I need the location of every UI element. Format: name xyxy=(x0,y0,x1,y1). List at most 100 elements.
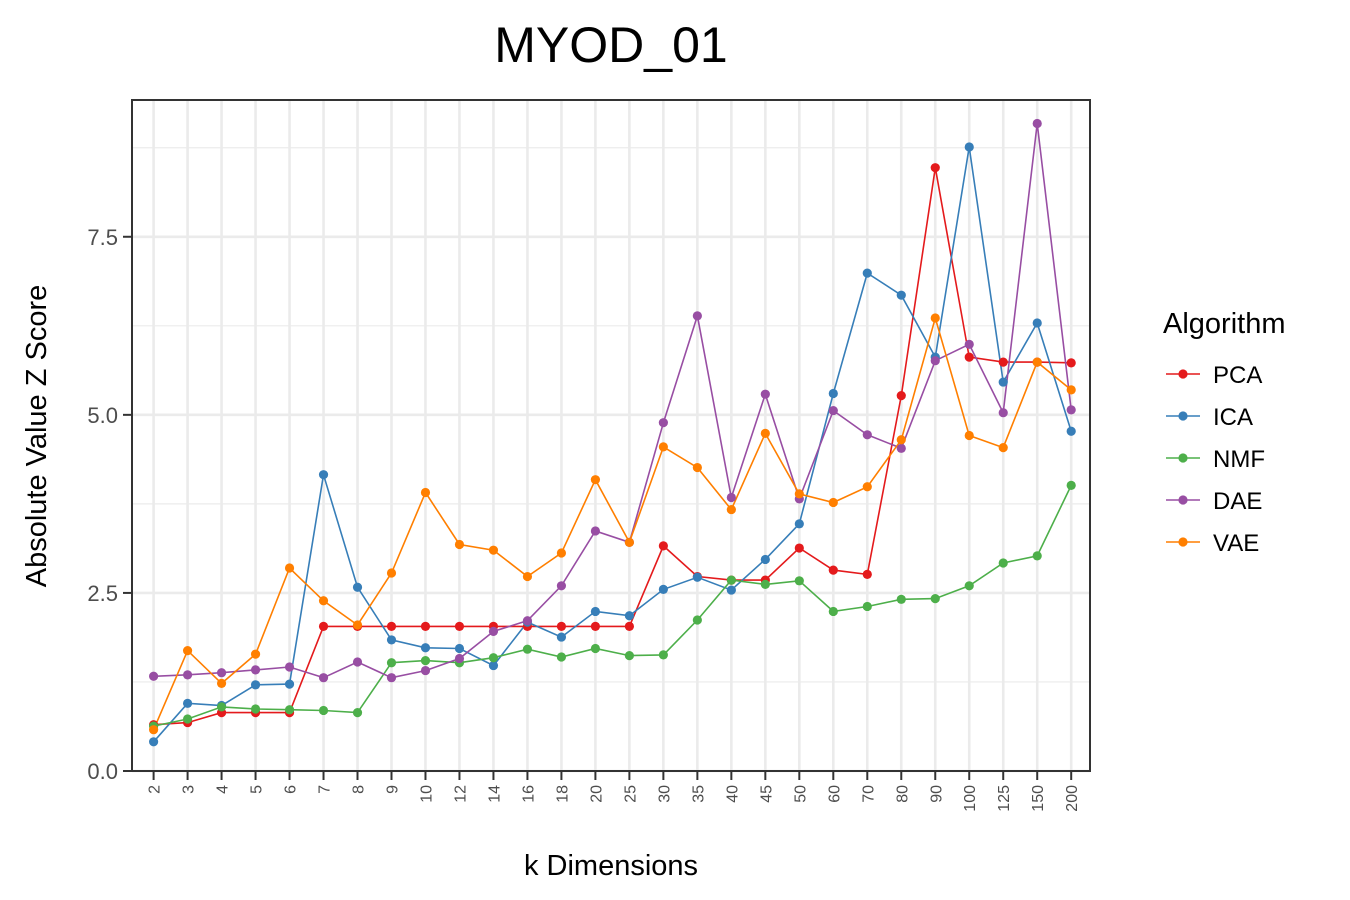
data-point-ica xyxy=(828,388,838,399)
data-point-vae xyxy=(352,620,363,630)
data-point-nmf xyxy=(760,579,770,589)
data-point-vae xyxy=(862,482,872,492)
legend-key-point xyxy=(1178,369,1188,379)
data-point-dae xyxy=(726,492,736,503)
legend-key-point xyxy=(1178,537,1188,547)
x-tick-label: 20 xyxy=(588,785,605,803)
data-point-nmf xyxy=(556,652,567,662)
x-tick-label: 50 xyxy=(792,785,809,803)
data-point-vae xyxy=(454,539,465,550)
data-point-ica xyxy=(284,679,295,689)
x-tick-label: 100 xyxy=(962,785,979,812)
data-point-ica xyxy=(488,660,499,671)
x-tick-label: 60 xyxy=(826,785,843,803)
data-point-ica xyxy=(794,519,804,529)
data-point-ica xyxy=(352,582,363,592)
data-point-ica xyxy=(454,643,465,654)
data-point-vae xyxy=(250,649,261,659)
data-point-dae xyxy=(896,443,906,453)
data-point-vae xyxy=(828,497,838,508)
data-point-vae xyxy=(726,504,736,515)
data-point-nmf xyxy=(386,658,397,668)
data-point-nmf xyxy=(930,594,940,604)
data-point-vae xyxy=(318,596,329,606)
data-point-vae xyxy=(386,568,397,578)
data-point-ica xyxy=(624,611,634,621)
data-point-ica xyxy=(658,584,668,594)
data-point-vae xyxy=(624,537,634,547)
data-point-pca xyxy=(624,621,634,632)
data-point-nmf xyxy=(250,704,261,714)
x-tick-label: 200 xyxy=(1064,785,1081,812)
data-point-nmf xyxy=(216,702,227,712)
data-point-dae xyxy=(658,418,668,428)
y-tick-label: 7.5 xyxy=(87,225,118,250)
data-point-ica xyxy=(420,643,431,653)
x-tick-label: 9 xyxy=(384,785,401,794)
x-tick-label: 2 xyxy=(147,785,164,794)
y-tick-label: 5.0 xyxy=(87,403,118,428)
x-tick-label: 35 xyxy=(690,785,707,803)
data-point-vae xyxy=(794,489,804,499)
legend-label: NMF xyxy=(1213,446,1265,473)
legend-key-point xyxy=(1178,411,1188,421)
data-point-nmf xyxy=(284,705,295,715)
data-point-nmf xyxy=(964,581,974,591)
data-point-dae xyxy=(284,662,295,672)
data-point-nmf xyxy=(352,707,363,718)
data-point-pca xyxy=(896,391,906,401)
legend-label: ICA xyxy=(1213,404,1253,431)
data-point-nmf xyxy=(794,576,804,586)
data-point-nmf xyxy=(658,650,668,660)
legend-label: PCA xyxy=(1213,362,1262,389)
series-line-pca xyxy=(153,167,1072,726)
data-point-vae xyxy=(556,548,567,558)
legend-key-point xyxy=(1178,453,1188,463)
data-point-pca xyxy=(828,565,838,575)
data-point-ica xyxy=(386,635,397,645)
data-point-dae xyxy=(488,626,499,636)
series-line-dae xyxy=(153,123,1072,679)
x-tick-label: 3 xyxy=(181,785,198,794)
data-point-pca xyxy=(386,621,397,632)
data-point-ica xyxy=(182,698,193,708)
grid xyxy=(132,100,1090,773)
x-tick-label: 16 xyxy=(520,785,537,803)
x-tick-label: 125 xyxy=(996,785,1013,812)
data-point-vae xyxy=(488,545,499,555)
data-point-nmf xyxy=(1066,480,1076,490)
data-point-dae xyxy=(318,673,329,683)
x-tick-label: 25 xyxy=(622,785,639,803)
data-point-dae xyxy=(760,389,770,399)
data-point-dae xyxy=(1066,405,1076,415)
data-point-ica xyxy=(250,680,261,690)
x-tick-label: 18 xyxy=(554,785,571,803)
data-point-ica xyxy=(896,290,906,300)
x-axis-title: k Dimensions xyxy=(524,850,698,882)
legend-label: DAE xyxy=(1213,488,1262,515)
x-tick-label: 80 xyxy=(894,785,911,803)
x-tick-label: 30 xyxy=(656,785,673,803)
data-point-dae xyxy=(862,430,872,440)
data-point-pca xyxy=(964,352,974,362)
data-point-vae xyxy=(590,475,601,485)
data-point-ica xyxy=(964,142,974,152)
series-points xyxy=(149,118,1076,747)
data-point-dae xyxy=(182,670,193,680)
data-point-ica xyxy=(726,585,736,595)
data-point-dae xyxy=(692,311,702,321)
data-point-dae xyxy=(556,581,567,591)
legend-item-ica: ICA xyxy=(1166,404,1253,431)
x-tick-label: 150 xyxy=(1030,785,1047,812)
series-line-vae xyxy=(152,315,1072,731)
data-point-vae xyxy=(964,430,974,441)
data-point-vae xyxy=(284,563,295,573)
data-point-vae xyxy=(760,428,770,438)
data-point-pca xyxy=(930,163,940,173)
data-point-vae xyxy=(930,313,940,323)
data-point-dae xyxy=(828,405,838,416)
data-point-ica xyxy=(556,632,567,642)
data-point-pca xyxy=(998,357,1008,367)
data-point-vae xyxy=(216,678,227,688)
